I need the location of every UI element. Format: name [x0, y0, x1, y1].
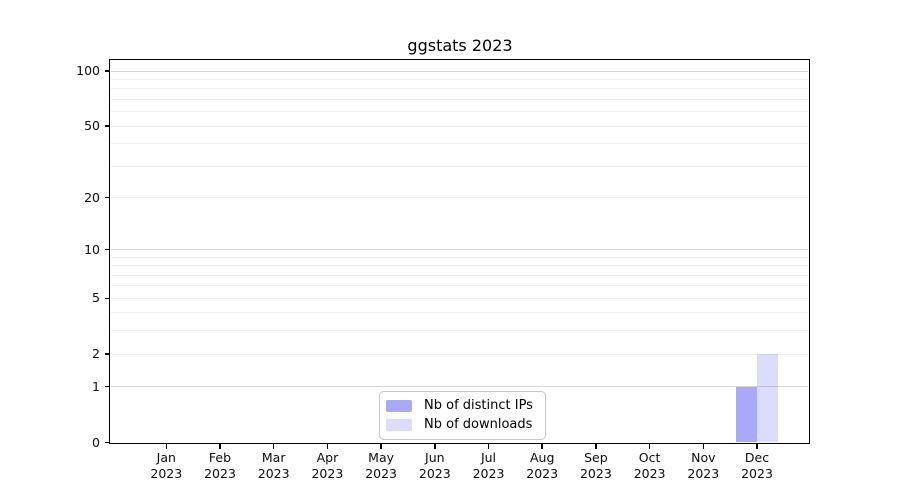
x-tick-label-apr: Apr 2023 [295, 450, 359, 482]
x-tick-year: 2023 [526, 466, 559, 481]
x-tick-month: Oct [638, 450, 661, 465]
gridline-minor [111, 111, 808, 113]
x-tick-year: 2023 [579, 466, 612, 481]
x-tick-label-aug: Aug 2023 [510, 450, 574, 482]
x-tick-mark [541, 444, 543, 449]
x-tick-mark [165, 444, 168, 449]
y-tick-mark [104, 196, 110, 199]
x-tick-year: 2023 [150, 466, 183, 481]
gridline-minor [111, 274, 808, 276]
x-tick-label-dec: Dec 2023 [725, 450, 789, 482]
legend-label-downloads: Nb of downloads [424, 417, 533, 432]
x-tick-label-may: May 2023 [349, 450, 413, 482]
gridline-minor [111, 265, 808, 267]
y-tick-mark [104, 125, 110, 127]
gridline-minor [111, 143, 808, 145]
legend: Nb of distinct IPs Nb of downloads [379, 391, 546, 440]
x-tick-mark [702, 444, 705, 449]
y-tick-mark [104, 297, 110, 300]
x-tick-month: Jan [156, 450, 176, 465]
x-tick-mark [648, 444, 651, 449]
x-tick-year: 2023 [472, 466, 505, 481]
gridline-major [111, 249, 808, 251]
y-tick-label: 1 [92, 378, 100, 394]
x-tick-year: 2023 [687, 466, 720, 481]
x-tick-mark [595, 444, 597, 449]
x-tick-label-oct: Oct 2023 [618, 450, 682, 482]
y-tick-label: 20 [84, 189, 100, 205]
gridline-minor [111, 79, 808, 81]
gridline-minor [111, 297, 808, 299]
gridline-minor [111, 197, 808, 199]
x-tick-label-jan: Jan 2023 [134, 450, 198, 482]
x-tick-year: 2023 [633, 466, 666, 481]
x-tick-mark [487, 444, 490, 449]
gridline-minor [111, 353, 808, 355]
x-tick-month: Dec [744, 450, 770, 465]
y-tick-label: 50 [84, 118, 100, 134]
gridline-major [111, 70, 808, 72]
x-tick-year: 2023 [204, 466, 236, 481]
legend-swatch-downloads-icon [386, 418, 412, 431]
x-tick-year: 2023 [311, 466, 344, 481]
gridline-minor [111, 256, 808, 258]
y-tick-mark [104, 70, 110, 72]
x-tick-label-feb: Feb 2023 [188, 450, 252, 482]
y-tick-label: 100 [76, 63, 100, 79]
x-tick-label-nov: Nov 2023 [671, 450, 735, 482]
x-tick-label-jul: Jul 2023 [457, 450, 521, 482]
y-tick-mark [104, 441, 110, 444]
gridline-minor [111, 312, 808, 314]
gridline-minor [111, 99, 808, 100]
gridline-minor [111, 285, 808, 287]
x-tick-month: Nov [691, 450, 716, 465]
y-tick-label: 2 [92, 346, 100, 362]
y-tick-label: 5 [92, 290, 100, 306]
x-tick-mark [380, 444, 382, 449]
legend-item-distinct-ips: Nb of distinct IPs [386, 396, 533, 415]
x-tick-mark [272, 444, 275, 449]
gridline-minor [111, 330, 808, 332]
x-tick-mark [756, 444, 758, 449]
gridline-minor [111, 125, 808, 127]
gridline-minor [111, 165, 808, 167]
x-tick-month: Sep [584, 450, 608, 465]
x-tick-year: 2023 [365, 466, 397, 481]
gridline-minor [111, 88, 808, 90]
x-tick-month: Feb [208, 450, 232, 465]
x-tick-mark [434, 444, 436, 449]
y-tick-label: 0 [92, 434, 100, 450]
x-tick-month: Aug [529, 450, 555, 465]
chart-title: ggstats 2023 [407, 36, 513, 55]
y-tick-mark [104, 353, 110, 355]
x-tick-month: Jun [425, 450, 445, 465]
y-tick-label: 10 [84, 241, 100, 257]
y-tick-mark [104, 385, 110, 388]
bar-dec-downloads [757, 354, 778, 443]
gridline-major [111, 386, 808, 388]
x-tick-month: Apr [316, 450, 339, 465]
x-tick-label-sep: Sep 2023 [564, 450, 628, 482]
x-tick-mark [326, 444, 329, 449]
legend-item-downloads: Nb of downloads [386, 415, 533, 434]
x-tick-year: 2023 [418, 466, 451, 481]
x-tick-mark [219, 444, 221, 449]
legend-label-distinct-ips: Nb of distinct IPs [424, 398, 533, 413]
x-tick-label-mar: Mar 2023 [242, 450, 306, 482]
x-tick-month: May [368, 450, 395, 465]
x-tick-month: Mar [261, 450, 286, 465]
x-tick-year: 2023 [741, 466, 773, 481]
x-tick-year: 2023 [257, 466, 290, 481]
x-tick-label-jun: Jun 2023 [403, 450, 467, 482]
y-tick-mark [104, 248, 110, 251]
legend-swatch-distinct-ips-icon [386, 399, 412, 412]
x-tick-month: Jul [480, 450, 497, 465]
bar-dec-distinct-ips [736, 386, 757, 443]
